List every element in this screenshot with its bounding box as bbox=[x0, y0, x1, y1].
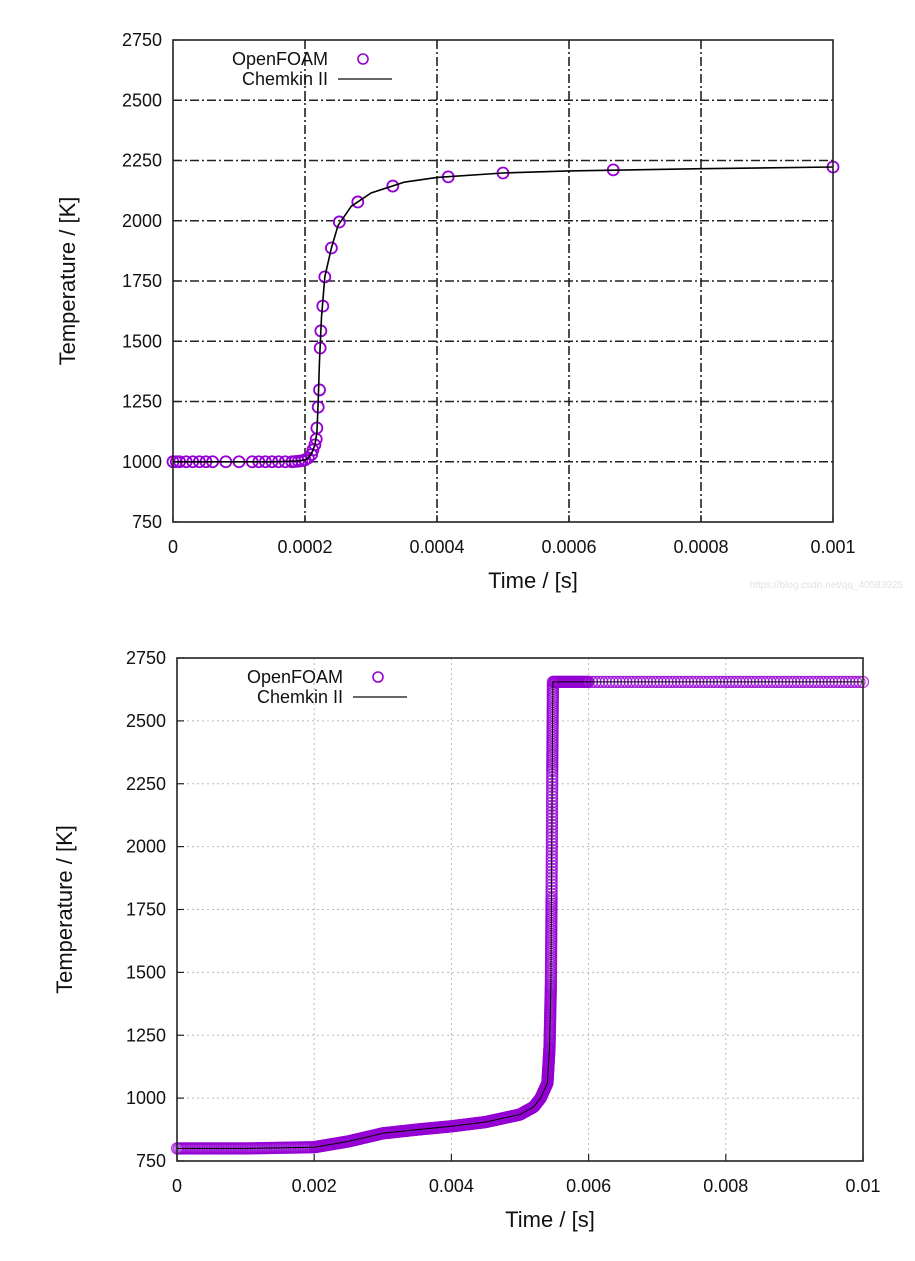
chart-bottom-canvas: 0 0.002 0.004 0.006 0.008 0.01 750 1000 1250 1500… bbox=[52, 648, 881, 1232]
y-tick-label: 1000 bbox=[122, 452, 162, 472]
series-openfoam-markers bbox=[170, 675, 870, 1155]
x-axis-tick-labels: 0 0.002 0.004 0.006 0.008 0.01 bbox=[172, 1154, 881, 1196]
y-axis-label: Temperature / [K] bbox=[52, 825, 77, 994]
y-axis-tick-labels: 750 1000 1250 1500 1750 2000 2250 2500 2750 bbox=[126, 648, 184, 1171]
y-tick-label: 1250 bbox=[122, 392, 162, 412]
x-tick-label: 0.0008 bbox=[673, 537, 728, 557]
x-tick-label: 0 bbox=[168, 537, 178, 557]
legend-label-openfoam: OpenFOAM bbox=[247, 667, 343, 687]
y-tick-label: 1750 bbox=[126, 900, 166, 920]
x-tick-label: 0.004 bbox=[429, 1176, 474, 1196]
y-tick-label: 1500 bbox=[126, 962, 166, 982]
y-tick-label: 2250 bbox=[126, 774, 166, 794]
x-tick-label: 0.0006 bbox=[541, 537, 596, 557]
y-tick-label: 2750 bbox=[122, 30, 162, 50]
y-tick-label: 1250 bbox=[126, 1025, 166, 1045]
plot-frame bbox=[176, 657, 864, 1162]
y-tick-label: 2750 bbox=[126, 648, 166, 668]
legend-marker-circle-icon bbox=[372, 671, 384, 683]
plot-area bbox=[166, 160, 840, 469]
x-tick-label: 0.006 bbox=[566, 1176, 611, 1196]
x-tick-label: 0.001 bbox=[810, 537, 855, 557]
y-tick-label: 1750 bbox=[122, 271, 162, 291]
y-tick-label: 2500 bbox=[126, 711, 166, 731]
watermark: https://blog.csdn.net/qq_40583925 bbox=[749, 580, 903, 591]
series-chemkin-line bbox=[177, 681, 863, 1149]
y-tick-label: 750 bbox=[136, 1151, 166, 1171]
legend-label-chemkin: Chemkin II bbox=[242, 69, 328, 89]
x-tick-label: 0.0002 bbox=[277, 537, 332, 557]
legend-label-chemkin: Chemkin II bbox=[257, 687, 343, 707]
y-tick-label: 2000 bbox=[122, 211, 162, 231]
legend-label-openfoam: OpenFOAM bbox=[232, 49, 328, 69]
series-chemkin-line bbox=[173, 166, 834, 463]
y-axis-label: Temperature / [K] bbox=[55, 197, 80, 366]
x-tick-label: 0.008 bbox=[703, 1176, 748, 1196]
x-axis-label: Time / [s] bbox=[505, 1207, 595, 1232]
chart-top-temperature-vs-time: 0 0.0002 0.0004 0.0006 0.0008 0.001 750 1000 125… bbox=[0, 0, 915, 620]
y-tick-label: 750 bbox=[132, 512, 162, 532]
plot-area bbox=[170, 675, 870, 1155]
x-tick-label: 0.002 bbox=[292, 1176, 337, 1196]
x-tick-label: 0 bbox=[172, 1176, 182, 1196]
y-tick-label: 2250 bbox=[122, 151, 162, 171]
x-axis-tick-labels: 0 0.0002 0.0004 0.0006 0.0008 0.001 bbox=[168, 515, 856, 557]
chart-bottom-temperature-vs-time: 0 0.002 0.004 0.006 0.008 0.01 750 1000 1250 1500… bbox=[0, 620, 915, 1261]
y-tick-label: 2000 bbox=[126, 837, 166, 857]
y-tick-label: 1000 bbox=[126, 1088, 166, 1108]
y-tick-label: 1500 bbox=[122, 331, 162, 351]
legend-marker-circle-icon bbox=[357, 53, 369, 65]
y-axis-tick-labels: 750 1000 1250 1500 1750 2000 2250 2500 2750 bbox=[122, 30, 180, 532]
grid-lines bbox=[177, 658, 863, 1161]
grid-lines bbox=[173, 40, 833, 522]
x-axis-label: Time / [s] bbox=[488, 568, 578, 593]
plot-frame bbox=[172, 39, 834, 523]
y-tick-label: 2500 bbox=[122, 90, 162, 110]
chart-top-canvas: 0 0.0002 0.0004 0.0006 0.0008 0.001 750 1000 125… bbox=[55, 30, 856, 593]
series-openfoam-markers bbox=[166, 160, 840, 469]
x-tick-label: 0.0004 bbox=[409, 537, 464, 557]
x-tick-label: 0.01 bbox=[845, 1176, 880, 1196]
